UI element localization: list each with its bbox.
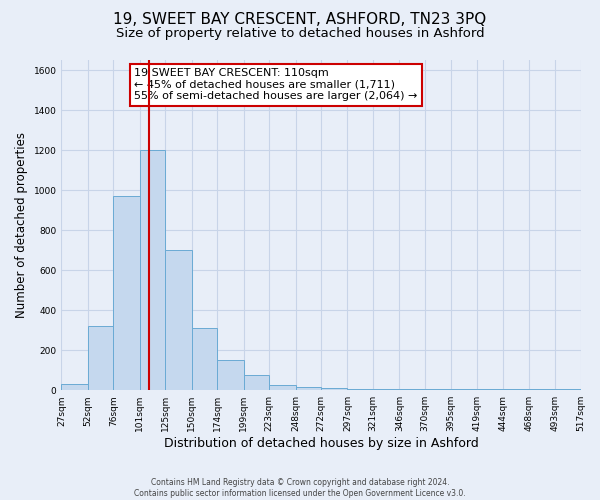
Bar xyxy=(555,389,581,390)
Bar xyxy=(165,250,192,390)
Bar xyxy=(192,328,217,390)
Bar xyxy=(217,360,244,390)
Bar xyxy=(347,389,373,390)
Text: Size of property relative to detached houses in Ashford: Size of property relative to detached ho… xyxy=(116,28,484,40)
Bar xyxy=(529,389,555,390)
Y-axis label: Number of detached properties: Number of detached properties xyxy=(15,132,28,318)
Text: 19, SWEET BAY CRESCENT, ASHFORD, TN23 3PQ: 19, SWEET BAY CRESCENT, ASHFORD, TN23 3P… xyxy=(113,12,487,28)
Bar xyxy=(61,384,88,390)
Bar xyxy=(503,389,529,390)
Text: Contains HM Land Registry data © Crown copyright and database right 2024.
Contai: Contains HM Land Registry data © Crown c… xyxy=(134,478,466,498)
Bar xyxy=(451,389,476,390)
Bar xyxy=(581,387,600,390)
Bar xyxy=(476,389,503,390)
Bar xyxy=(88,326,113,390)
X-axis label: Distribution of detached houses by size in Ashford: Distribution of detached houses by size … xyxy=(164,437,478,450)
Bar xyxy=(373,389,400,390)
Bar xyxy=(296,387,321,390)
Bar xyxy=(269,385,296,390)
Text: 19 SWEET BAY CRESCENT: 110sqm
← 45% of detached houses are smaller (1,711)
55% o: 19 SWEET BAY CRESCENT: 110sqm ← 45% of d… xyxy=(134,68,418,102)
Bar xyxy=(425,389,451,390)
Bar xyxy=(140,150,165,390)
Bar xyxy=(244,375,269,390)
Bar xyxy=(400,389,425,390)
Bar xyxy=(321,388,347,390)
Bar xyxy=(113,196,140,390)
